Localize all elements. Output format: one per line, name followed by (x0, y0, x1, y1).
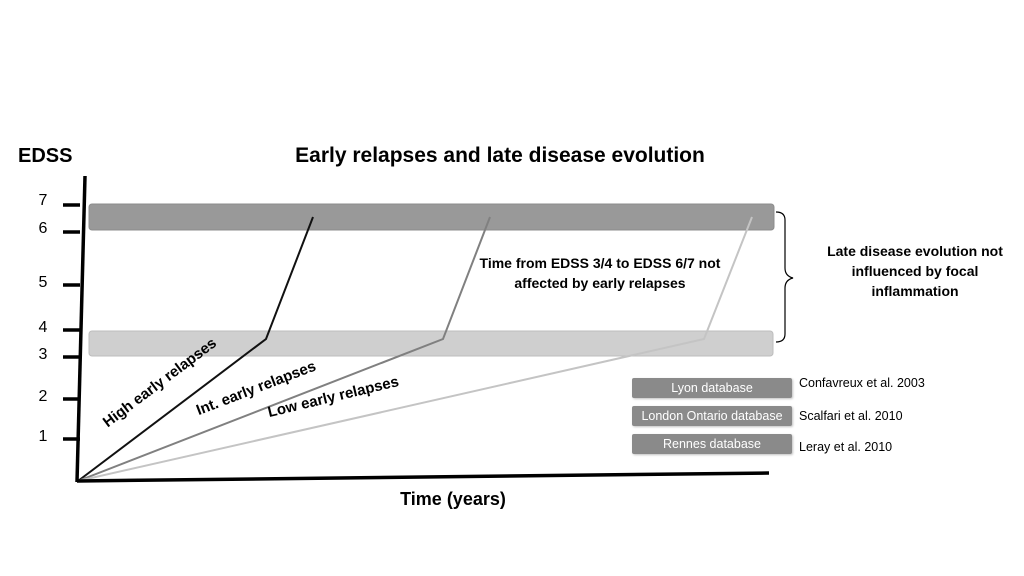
ref-scalfari: Scalfari et al. 2010 (799, 409, 903, 423)
ref-confavreux: Confavreux et al. 2003 (799, 376, 925, 390)
tick-label-5: 5 (38, 274, 48, 291)
curve-high-early-relapses (77, 216, 314, 482)
y-axis-title: EDSS (18, 145, 73, 167)
ref-leray: Leray et al. 2010 (799, 440, 893, 454)
x-axis-title: Time (years) (400, 489, 506, 509)
curve-low-early-relapses (77, 216, 753, 482)
chart-title: Early relapses and late disease evolutio… (295, 144, 705, 167)
db-box-rennes: Rennes database (632, 434, 792, 454)
annotation-late-evolution: Late disease evolution not influenced by… (827, 243, 1003, 299)
db-box-london-ontario: London Ontario database (632, 406, 792, 426)
curve-int-early-relapses (77, 216, 491, 482)
tick-label-2: 2 (38, 388, 48, 405)
annotation-time-edss: Time from EDSS 3/4 to EDSS 6/7 not affec… (479, 255, 721, 291)
y-axis (75, 175, 87, 483)
tick-label-4: 4 (38, 319, 48, 336)
band-edss-6-7 (88, 203, 775, 231)
tick-label-1: 1 (38, 428, 48, 445)
db-box-lyon: Lyon database (632, 378, 792, 398)
x-axis (76, 471, 770, 483)
tick-label-6: 6 (38, 220, 48, 237)
tick-label-7: 7 (38, 192, 48, 209)
tick-label-3: 3 (38, 346, 48, 363)
right-brace (775, 211, 794, 343)
